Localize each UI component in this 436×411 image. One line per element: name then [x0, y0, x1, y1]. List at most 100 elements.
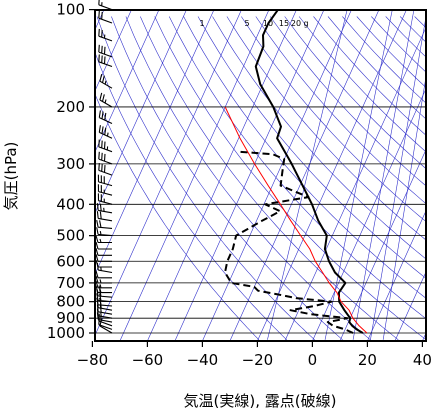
wind-barb: [96, 203, 113, 214]
wind-barb-staff: [98, 10, 113, 24]
mixing-ratio-line: [352, 10, 415, 340]
wind-barb-staff: [98, 139, 113, 153]
wind-barb: [97, 174, 113, 187]
wind-barb-staff: [95, 280, 112, 289]
wind-barb: [95, 241, 112, 250]
isobar-grid: [95, 9, 426, 334]
wind-barb: [95, 285, 112, 294]
x-axis-label: 気温(実線), 露点(破線): [184, 392, 337, 410]
wind-barb-staff: [95, 285, 112, 294]
x-tick-label: −80: [77, 351, 109, 369]
parcel-line: [224, 106, 368, 334]
wind-barb: [98, 0, 113, 11]
isotherm-line: [312, 87, 426, 341]
mixing-ratio-line: [370, 15, 426, 340]
mixing-ratio-label: 5: [244, 19, 249, 28]
wind-barb: [98, 110, 113, 124]
wind-barb: [98, 139, 113, 153]
wind-barb-staff: [96, 219, 113, 229]
wind-barb-staff: [98, 44, 113, 58]
mixing-ratio-label: 10: [263, 19, 273, 28]
isotherm-line: [229, 10, 380, 341]
dry-adiabat-line: [212, 16, 426, 260]
mixing-ratio-line: [382, 74, 426, 340]
x-tick-label: 40: [413, 351, 432, 369]
wind-barb-staff: [95, 270, 112, 279]
wind-barbs: [95, 0, 113, 334]
isotherm-line: [284, 26, 426, 341]
y-tick-label: 1000: [47, 324, 85, 342]
wind-barb-staff: [98, 28, 113, 42]
wind-barb-staff: [98, 125, 113, 139]
wind-barb: [96, 227, 113, 237]
dry-adiabat-line: [183, 16, 426, 299]
dry-adiabat-line: [399, 16, 426, 43]
wind-barb-staff: [97, 174, 113, 187]
wind-barb-staff: [97, 184, 113, 196]
wind-barb: [98, 54, 113, 68]
wind-barb: [96, 297, 113, 307]
wind-barb-staff: [96, 211, 113, 222]
wind-barb: [96, 211, 113, 222]
y-tick-label: 800: [56, 293, 85, 311]
dry-adiabat-line: [385, 16, 426, 58]
mixing-ratio-line: [324, 10, 393, 340]
wind-barb: [95, 270, 112, 279]
x-tick-label: 0: [308, 351, 318, 369]
background-lines: [95, 10, 436, 341]
dry-adiabat-line: [125, 16, 371, 341]
wind-barb: [95, 259, 112, 268]
wind-barb: [98, 44, 113, 58]
x-axis-ticks: −80 −60 −40 −20 0 20 40: [77, 341, 432, 369]
dry-adiabat-line: [327, 16, 426, 120]
dry-adiabat-line: [429, 17, 436, 340]
x-tick-label: −40: [187, 351, 219, 369]
wind-barb-staff: [95, 248, 112, 256]
isotherm-line: [95, 10, 132, 92]
wind-barb: [99, 73, 113, 89]
y-tick-label: 300: [56, 155, 85, 173]
mixing-ratio-label: 15: [279, 19, 289, 28]
isotherm-line: [174, 10, 325, 341]
plot-frame: [94, 9, 427, 342]
y-tick-label: 700: [56, 274, 85, 292]
isotherm-line: [394, 271, 426, 341]
x-tick-label: −20: [242, 351, 274, 369]
wind-barb-staff: [98, 163, 113, 176]
dry-adiabat-line: [140, 16, 399, 341]
y-tick-label: 200: [56, 98, 85, 116]
wind-barb: [96, 219, 113, 229]
mixing-ratio-label: 20: [291, 19, 301, 28]
wind-barb: [96, 293, 113, 303]
isotherm-line: [95, 10, 160, 153]
x-tick-label: 20: [358, 351, 377, 369]
y-tick-label: 600: [56, 252, 85, 270]
dry-adiabat-line: [284, 16, 426, 170]
wind-barb-staff: [98, 54, 113, 68]
y-tick-label: 500: [56, 227, 85, 245]
wind-barb: [95, 280, 112, 289]
dry-adiabat-line: [255, 16, 426, 205]
mixing-ratio-label: 1: [199, 19, 204, 28]
dry-adiabat-line: [168, 16, 426, 320]
wind-barb: [95, 248, 112, 256]
y-axis-label: 気圧(hPa): [2, 142, 20, 211]
wind-barb-staff: [95, 259, 112, 268]
wind-barb-staff: [96, 227, 113, 237]
wind-barb-staff: [96, 293, 113, 303]
wind-barb: [97, 184, 113, 196]
wind-barb: [98, 28, 113, 42]
wind-barb-staff: [95, 275, 112, 284]
isotherm-line: [147, 10, 297, 341]
mixing-ratio-label: g: [303, 19, 308, 28]
wind-barb-staff: [96, 297, 113, 307]
dry-adiabat-line: [356, 16, 426, 88]
wind-barb: [95, 235, 112, 244]
dry-adiabat-line: [269, 16, 426, 187]
wind-barb-staff: [98, 151, 113, 165]
isotherm-line: [95, 10, 242, 336]
wind-barb: [97, 193, 113, 205]
isotherm-line: [202, 10, 352, 341]
